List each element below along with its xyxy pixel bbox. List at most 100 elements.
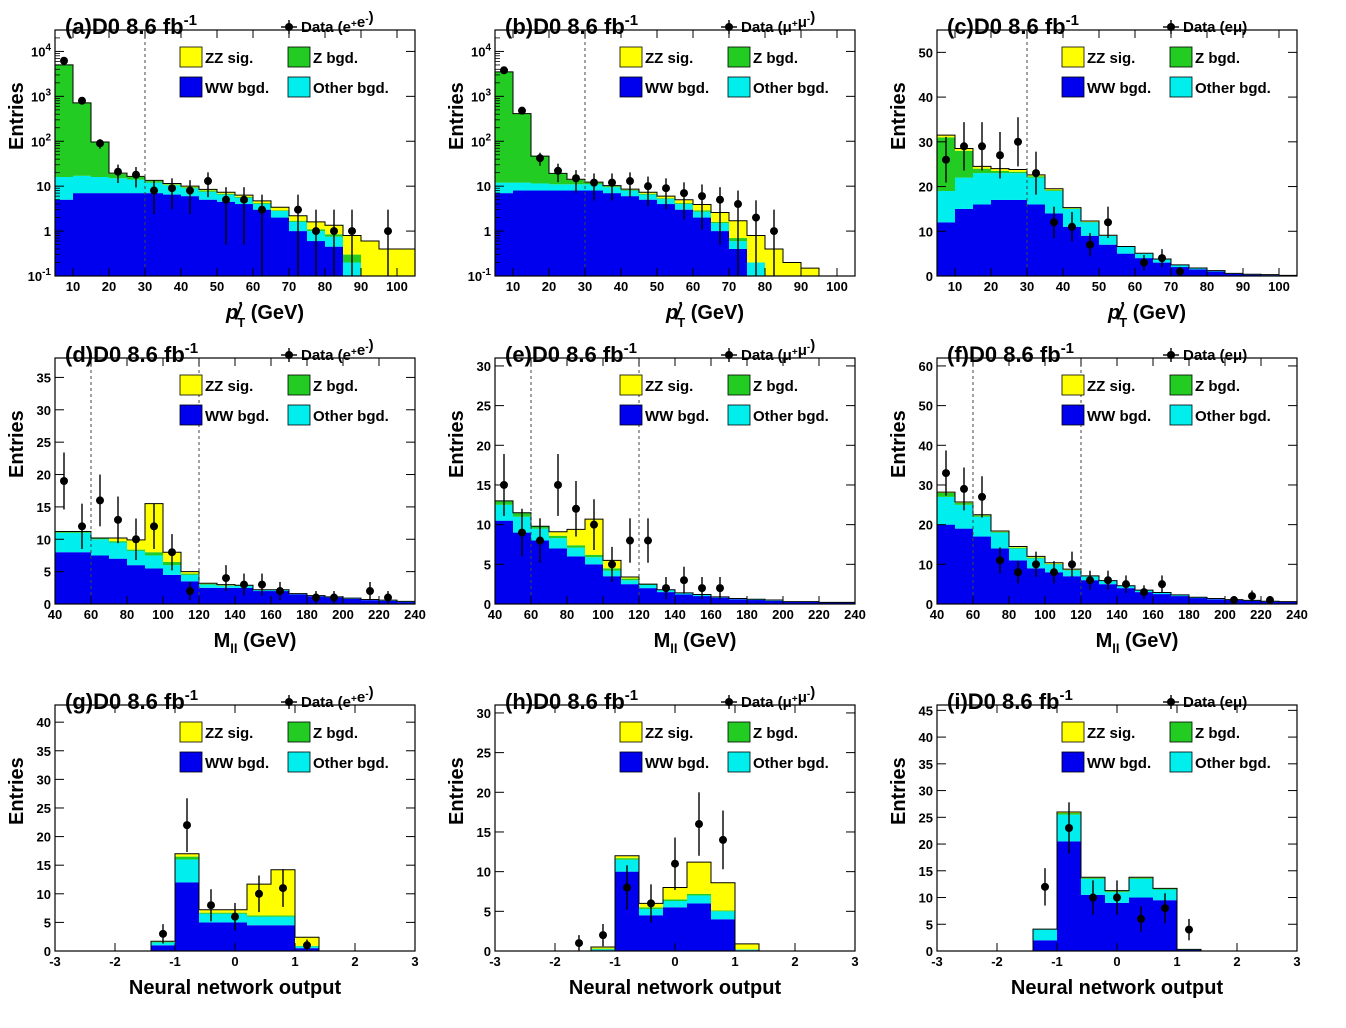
- legend-data-label: Data (μ+μ-): [741, 684, 815, 711]
- x-tick-label: 220: [808, 607, 830, 622]
- y-tick-label: 5: [926, 917, 933, 932]
- bar-other: [1129, 878, 1153, 898]
- bar-other: [531, 183, 549, 191]
- data-point: [1032, 560, 1040, 569]
- bar-z: [687, 893, 711, 896]
- bar-ww: [1117, 588, 1135, 604]
- data-point: [168, 184, 176, 193]
- bar-z: [247, 915, 271, 917]
- legend-swatch-z: [287, 721, 311, 743]
- legend-swatch-zz: [179, 721, 203, 743]
- legend-label-ww: WW bgd.: [205, 80, 269, 97]
- bar-z: [549, 535, 567, 539]
- bar-ww: [55, 199, 73, 276]
- bar-other: [109, 542, 127, 559]
- bar-z: [585, 554, 603, 558]
- y-tick-label: 0: [926, 269, 933, 284]
- x-tick-label: -2: [991, 954, 1003, 969]
- bar-zz: [549, 531, 567, 536]
- bar-ww: [253, 591, 271, 604]
- x-axis-title: p̸’ T (GeV): [225, 299, 304, 330]
- bar-ww: [1207, 599, 1225, 604]
- legend-label-other: Other bgd.: [1195, 80, 1271, 97]
- x-tick-label: 3: [851, 954, 858, 969]
- data-point: [384, 593, 392, 602]
- legend-label-zz: ZZ sig.: [205, 50, 253, 67]
- y-tick-label: 35: [37, 370, 51, 385]
- bar-ww: [1057, 841, 1081, 951]
- bar-ww: [585, 564, 603, 604]
- data-point: [330, 593, 338, 602]
- bar-other: [175, 859, 199, 883]
- bar-ww: [765, 600, 783, 604]
- bar-zz: [271, 207, 289, 211]
- panel-d: 40 60 80 100 120 140 160 180 200 220 240 0 5 10 15 20 25…: [6, 337, 426, 656]
- x-tick-label: 220: [368, 607, 390, 622]
- x-tick-label: 40: [614, 279, 628, 294]
- bar-other: [495, 182, 513, 194]
- legend-swatch-z: [1169, 374, 1193, 396]
- legend-swatch-z: [727, 46, 751, 68]
- bar-ww: [91, 193, 109, 276]
- data-point: [978, 142, 986, 151]
- y-tick-label: 104: [471, 42, 491, 59]
- legend-label-ww: WW bgd.: [1087, 80, 1151, 97]
- legend-label-z: Z bgd.: [313, 50, 358, 67]
- x-tick-label: 90: [794, 279, 808, 294]
- x-tick-label: 80: [318, 279, 332, 294]
- bar-ww: [819, 602, 837, 604]
- data-point: [258, 580, 266, 589]
- bar-ww: [513, 532, 531, 604]
- data-point: [608, 178, 616, 187]
- panel-title: (f)D0 8.6 fb-1: [947, 340, 1074, 367]
- data-point: [96, 496, 104, 505]
- x-tick-label: 240: [844, 607, 866, 622]
- legend-swatch-ww: [1061, 751, 1085, 773]
- bar-other: [955, 504, 973, 529]
- data-point: [996, 151, 1004, 160]
- bar-ww: [1207, 271, 1225, 276]
- x-tick-label: 120: [628, 607, 650, 622]
- bar-z: [615, 858, 639, 860]
- bar-ww: [217, 587, 235, 604]
- bar-zz: [591, 947, 615, 949]
- y-tick-label: 35: [37, 744, 51, 759]
- y-axis-title: Entries: [6, 757, 28, 825]
- data-point: [554, 166, 562, 175]
- bar-other: [1033, 929, 1057, 941]
- data-point: [1041, 882, 1049, 891]
- y-tick-label: 30: [477, 359, 491, 374]
- y-tick-label: 0: [926, 597, 933, 612]
- bar-z: [1081, 877, 1105, 879]
- bar-zz: [783, 262, 801, 276]
- bar-other: [937, 496, 955, 525]
- y-tick-label: 20: [477, 785, 491, 800]
- data-point: [626, 536, 634, 545]
- y-tick-label: 10: [477, 179, 491, 194]
- legend-swatch-z: [1169, 46, 1193, 68]
- bar-ww: [343, 598, 361, 604]
- legend-label-other: Other bgd.: [313, 408, 389, 425]
- panel-title: (i)D0 8.6 fb-1: [947, 687, 1073, 714]
- bar-ww: [361, 600, 379, 604]
- y-tick-label: 15: [37, 858, 51, 873]
- x-tick-label: 80: [1200, 279, 1214, 294]
- y-axis-title: Entries: [888, 82, 910, 150]
- data-point: [1113, 893, 1121, 902]
- data-point: [671, 859, 679, 868]
- data-point: [303, 941, 311, 950]
- bar-ww: [73, 193, 91, 276]
- bar-zz: [735, 943, 759, 950]
- bar-ww: [711, 919, 735, 951]
- legend-data-marker: [285, 23, 293, 31]
- legend-swatch-ww: [1061, 76, 1085, 98]
- data-point: [1014, 137, 1022, 146]
- legend-swatch-zz: [619, 374, 643, 396]
- x-tick-label: 10: [506, 279, 520, 294]
- data-point: [1086, 576, 1094, 585]
- bar-ww: [1063, 576, 1081, 604]
- y-tick-label: 25: [477, 746, 491, 761]
- x-axis-title: Mll (GeV): [654, 630, 737, 656]
- bar-zz: [687, 862, 711, 894]
